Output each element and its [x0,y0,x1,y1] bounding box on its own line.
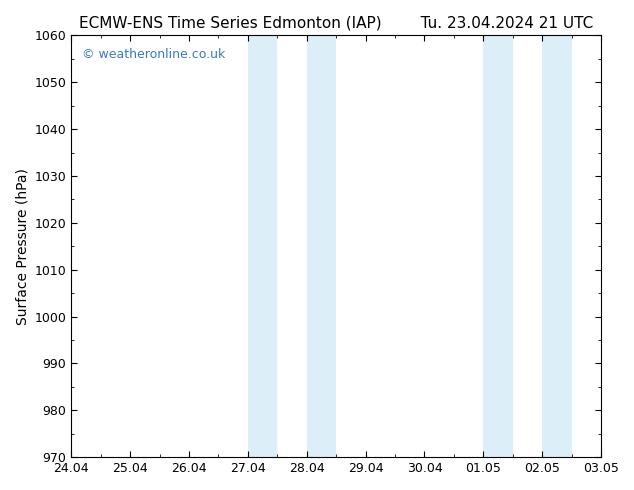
Bar [248,35,277,457]
Y-axis label: Surface Pressure (hPa): Surface Pressure (hPa) [15,168,29,325]
Bar [483,35,513,457]
Text: © weatheronline.co.uk: © weatheronline.co.uk [82,48,225,61]
Bar [542,35,572,457]
Bar [307,35,336,457]
Title: ECMW-ENS Time Series Edmonton (IAP)        Tu. 23.04.2024 21 UTC: ECMW-ENS Time Series Edmonton (IAP) Tu. … [79,15,593,30]
